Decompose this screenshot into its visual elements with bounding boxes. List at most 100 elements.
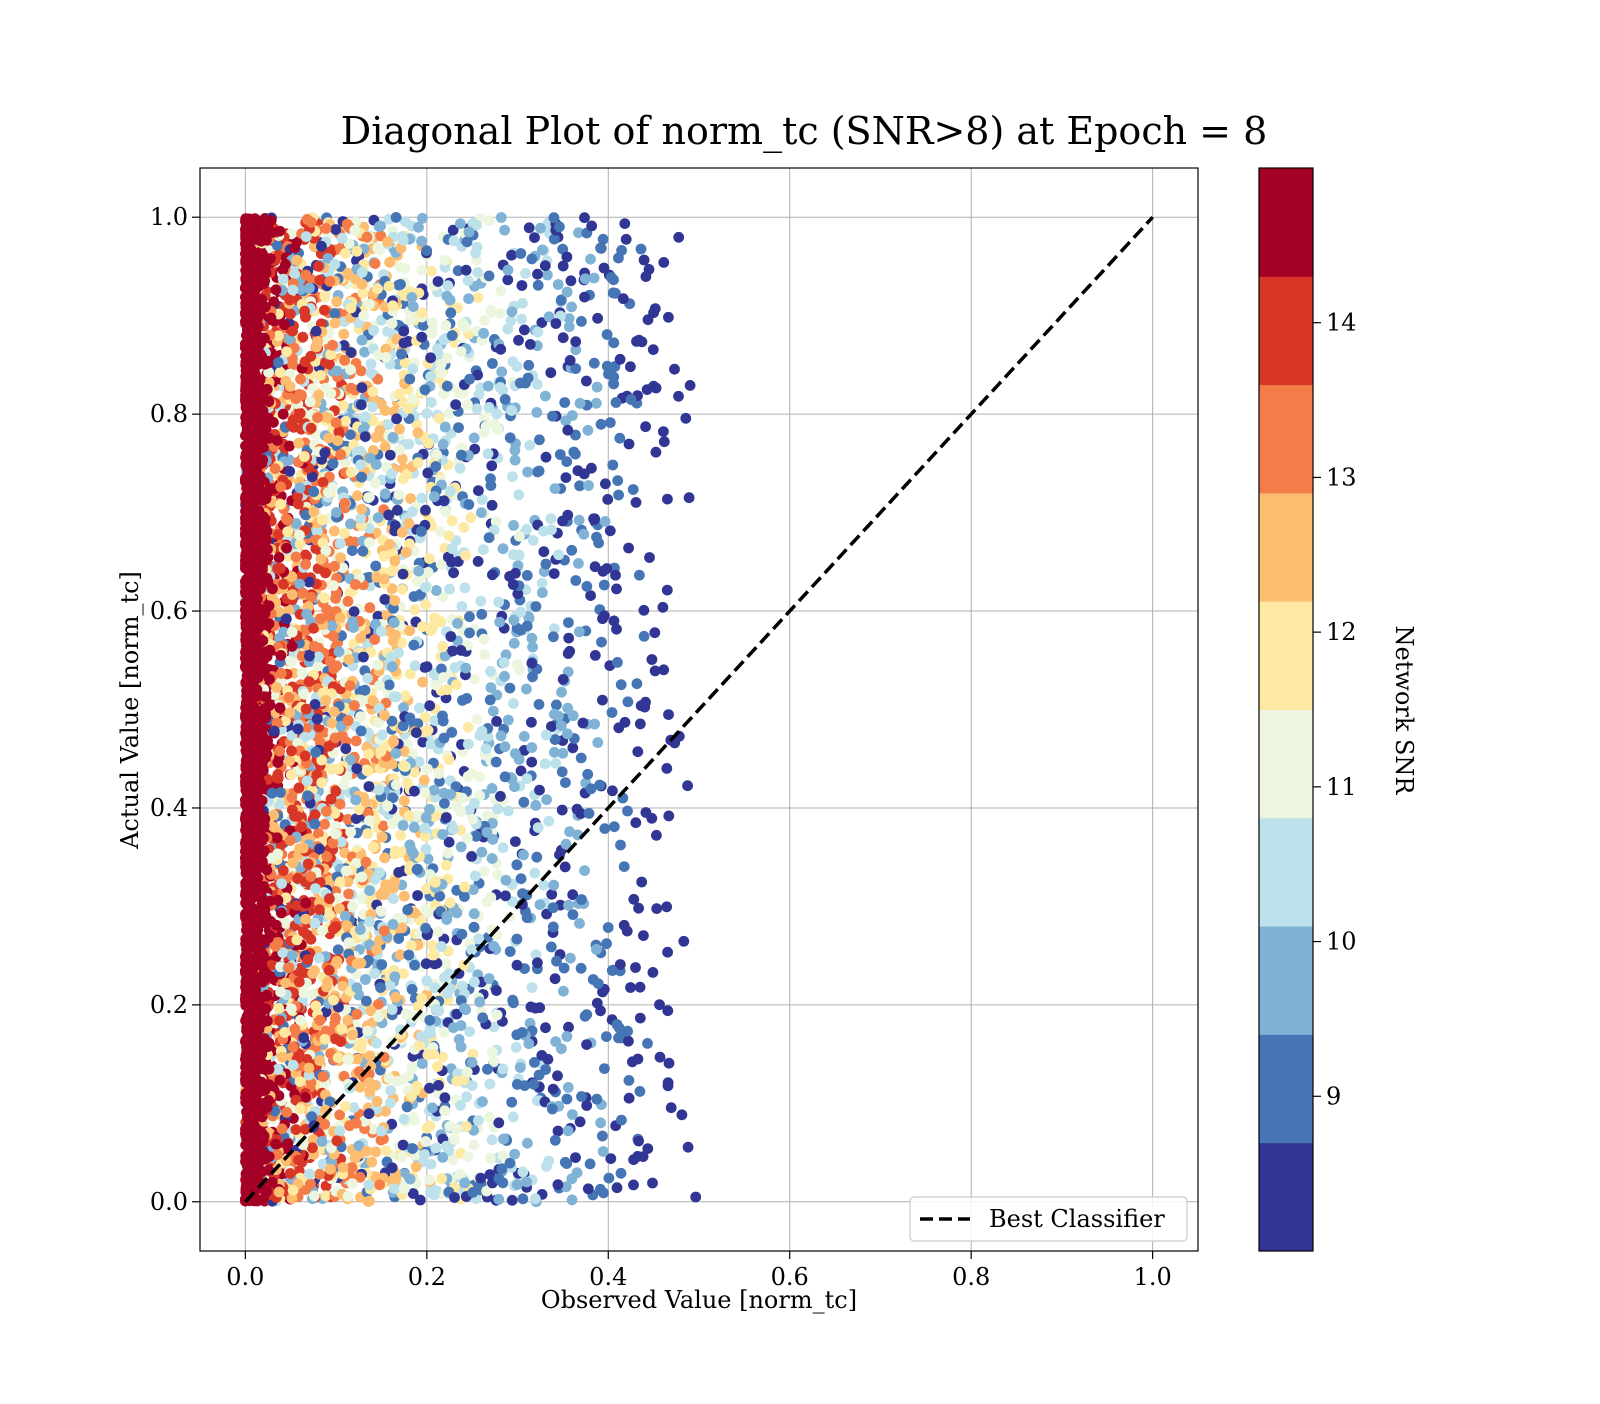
scatter-point [479, 427, 490, 438]
scatter-point [312, 412, 323, 423]
scatter-point [328, 995, 339, 1006]
scatter-point [497, 1163, 508, 1174]
scatter-point [554, 221, 565, 232]
scatter-point [574, 918, 585, 929]
scatter-point [550, 973, 561, 984]
scatter-point [285, 707, 296, 718]
scatter-point [419, 787, 430, 798]
scatter-point [515, 1062, 526, 1073]
scatter-point [299, 306, 310, 317]
scatter-point [487, 834, 498, 845]
scatter-point [350, 1153, 361, 1164]
scatter-point [425, 371, 436, 382]
scatter-point [682, 780, 693, 791]
scatter-point [626, 394, 637, 405]
scatter-point [478, 544, 489, 555]
scatter-point [664, 1058, 675, 1069]
scatter-point [505, 683, 516, 694]
scatter-point [484, 532, 495, 543]
scatter-point [550, 758, 561, 769]
scatter-point [479, 634, 490, 645]
scatter-point [415, 1195, 426, 1206]
scatter-point [274, 552, 285, 563]
scatter-point [427, 1102, 438, 1113]
scatter-point [623, 1036, 634, 1047]
scatter-point [340, 1101, 351, 1112]
scatter-point [463, 275, 474, 286]
scatter-point [477, 726, 488, 737]
scatter-point [319, 305, 330, 316]
scatter-point [510, 836, 521, 847]
scatter-point [512, 1079, 523, 1090]
scatter-point [558, 674, 569, 685]
scatter-point [469, 433, 480, 444]
scatter-point [628, 1180, 639, 1191]
scatter-point [347, 1030, 358, 1041]
scatter-point [567, 742, 578, 753]
scatter-point [506, 1097, 517, 1108]
scatter-point [367, 402, 378, 413]
scatter-point [519, 731, 530, 742]
scatter-point [345, 519, 356, 530]
scatter-point [469, 798, 480, 809]
scatter-point [457, 601, 468, 612]
scatter-point [371, 1146, 382, 1157]
scatter-point [508, 356, 519, 367]
scatter-point [444, 584, 455, 595]
scatter-point [619, 920, 630, 931]
scatter-point [274, 746, 285, 757]
scatter-point [338, 1162, 349, 1173]
scatter-point [433, 1080, 444, 1091]
scatter-point [367, 386, 378, 397]
scatter-point [473, 485, 484, 496]
scatter-point [640, 697, 651, 708]
scatter-point [439, 798, 450, 809]
scatter-point [592, 737, 603, 748]
scatter-point [272, 757, 283, 768]
scatter-point [398, 820, 409, 831]
scatter-point [562, 1031, 573, 1042]
scatter-point [339, 528, 350, 539]
scatter-point [673, 232, 684, 243]
scatter-point [369, 968, 380, 979]
scatter-point [398, 761, 409, 772]
scatter-point [538, 546, 549, 557]
scatter-point [537, 587, 548, 598]
scatter-point [329, 707, 340, 718]
scatter-point [298, 987, 309, 998]
scatter-point [445, 631, 456, 642]
scatter-point [486, 305, 497, 316]
scatter-point [639, 631, 650, 642]
scatter-point [678, 936, 689, 947]
scatter-point [433, 768, 444, 779]
scatter-point [510, 445, 521, 456]
scatter-point [690, 1192, 701, 1203]
scatter-point [517, 280, 528, 291]
scatter-point [597, 613, 608, 624]
scatter-point [381, 352, 392, 363]
scatter-point [562, 252, 573, 263]
scatter-point [441, 860, 452, 871]
scatter-point [563, 1022, 574, 1033]
scatter-point [405, 315, 416, 326]
scatter-point [287, 326, 298, 337]
scatter-point [439, 1105, 450, 1116]
scatter-point [406, 940, 417, 951]
scatter-point [328, 580, 339, 591]
scatter-point [663, 312, 674, 323]
scatter-point [360, 431, 371, 442]
scatter-point [624, 1075, 635, 1086]
scatter-point [463, 739, 474, 750]
scatter-point [582, 581, 593, 592]
scatter-point [586, 783, 597, 794]
scatter-point [385, 450, 396, 461]
scatter-point [277, 1052, 288, 1063]
scatter-point [357, 382, 368, 393]
scatter-point [635, 1013, 646, 1024]
scatter-point [409, 767, 420, 778]
scatter-point [357, 335, 368, 346]
scatter-point [613, 1033, 624, 1044]
scatter-point [404, 810, 415, 821]
scatter-points [240, 212, 701, 1207]
scatter-point [505, 432, 516, 443]
